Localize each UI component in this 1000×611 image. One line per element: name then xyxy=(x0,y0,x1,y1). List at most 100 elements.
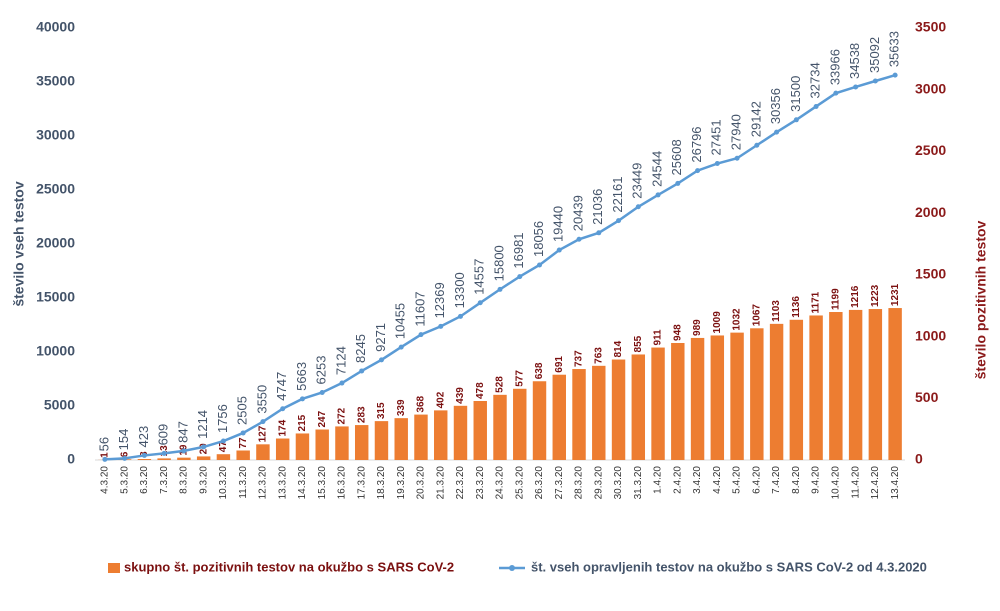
bar xyxy=(197,456,210,460)
line-point xyxy=(517,274,522,279)
bar-value-label: 577 xyxy=(514,370,525,387)
bar xyxy=(474,401,487,460)
y-tick-label: 40000 xyxy=(36,19,75,35)
bar-value-label: 1231 xyxy=(890,283,901,306)
line-value-label: 15800 xyxy=(491,245,506,281)
x-tick-label: 28.3.20 xyxy=(574,466,585,500)
bar xyxy=(513,389,526,460)
bar xyxy=(355,425,368,460)
bar-value-label: 1136 xyxy=(791,296,802,318)
x-tick-label: 30.3.20 xyxy=(613,466,624,500)
line-point xyxy=(379,357,384,362)
bar xyxy=(632,354,645,460)
line-point xyxy=(399,345,404,350)
bar xyxy=(572,369,585,460)
line-point xyxy=(873,79,878,84)
x-tick-label: 6.3.20 xyxy=(139,466,150,494)
line-value-label: 5663 xyxy=(294,362,309,391)
x-tick-label: 31.3.20 xyxy=(633,466,644,500)
line-value-label: 35092 xyxy=(867,37,882,73)
bar-value-label: 1009 xyxy=(712,311,723,334)
line-value-label: 9271 xyxy=(373,323,388,352)
line-point xyxy=(735,156,740,161)
bar-value-label: 402 xyxy=(435,391,446,408)
line-point xyxy=(893,73,898,78)
bar xyxy=(730,333,743,460)
bar xyxy=(770,324,783,460)
bar xyxy=(750,328,763,460)
line-point xyxy=(458,314,463,319)
bar-value-label: 478 xyxy=(475,382,486,399)
line-value-label: 30356 xyxy=(768,88,783,124)
x-tick-label: 26.3.20 xyxy=(534,466,545,500)
x-tick-label: 4.3.20 xyxy=(100,466,111,494)
line-value-label: 19440 xyxy=(551,206,566,242)
line-point xyxy=(320,390,325,395)
bar-value-label: 1216 xyxy=(850,285,861,308)
bar xyxy=(711,335,724,460)
y2-tick-label: 0 xyxy=(915,451,923,467)
line-point xyxy=(636,204,641,209)
bar xyxy=(217,454,230,460)
y2-tick-label: 3000 xyxy=(915,80,946,96)
line-point xyxy=(794,117,799,122)
line-value-label: 21036 xyxy=(590,189,605,225)
x-tick-label: 10.4.20 xyxy=(830,466,841,500)
bar-value-label: 948 xyxy=(672,324,683,341)
line-point xyxy=(754,143,759,148)
bar xyxy=(454,406,467,460)
bar xyxy=(691,338,704,460)
bar xyxy=(790,320,803,460)
line-point xyxy=(122,456,127,461)
bar-value-label: 737 xyxy=(574,350,585,367)
bar xyxy=(829,312,842,460)
line-point xyxy=(201,444,206,449)
bar-value-label: 247 xyxy=(317,410,328,427)
bar xyxy=(869,309,882,460)
line-point xyxy=(675,181,680,186)
x-tick-label: 8.4.20 xyxy=(791,466,802,494)
bar xyxy=(395,418,408,460)
line-point xyxy=(833,91,838,96)
line-value-label: 6253 xyxy=(314,356,329,385)
bar xyxy=(414,415,427,460)
bar-value-label: 174 xyxy=(277,419,288,436)
line-point xyxy=(438,324,443,329)
legend-swatch xyxy=(509,565,515,571)
line-point xyxy=(142,453,147,458)
line-point xyxy=(498,287,503,292)
y2-tick-label: 2500 xyxy=(915,142,946,158)
bar xyxy=(533,381,546,460)
line-value-label: 35633 xyxy=(887,31,902,67)
bar-value-label: 215 xyxy=(297,414,308,431)
line-point xyxy=(162,451,167,456)
x-tick-label: 12.3.20 xyxy=(258,466,269,500)
x-tick-label: 7.4.20 xyxy=(771,466,782,494)
line-value-label: 22161 xyxy=(610,177,625,213)
x-tick-label: 29.3.20 xyxy=(593,466,604,500)
line-value-label: 34538 xyxy=(847,43,862,79)
bar-value-label: 638 xyxy=(534,362,545,379)
line-value-label: 3550 xyxy=(254,385,269,414)
bar xyxy=(888,308,901,460)
line-point xyxy=(577,237,582,242)
line-value-label: 29142 xyxy=(748,101,763,137)
line-point xyxy=(814,104,819,109)
x-tick-label: 8.3.20 xyxy=(179,466,190,494)
y2-tick-label: 1000 xyxy=(915,327,946,343)
line-point xyxy=(102,457,107,462)
bar-value-label: 1103 xyxy=(771,300,782,322)
x-tick-label: 24.3.20 xyxy=(495,466,506,500)
bar-value-label: 528 xyxy=(495,376,506,393)
bar xyxy=(553,375,566,460)
bar-value-label: 439 xyxy=(455,387,466,404)
y2-tick-label: 3500 xyxy=(915,19,946,35)
line-value-label: 7124 xyxy=(333,346,348,375)
bar xyxy=(612,360,625,460)
bar-value-label: 315 xyxy=(376,402,387,419)
line-value-label: 32734 xyxy=(808,62,823,98)
x-tick-label: 11.3.20 xyxy=(238,466,249,499)
line-point xyxy=(339,381,344,386)
bar xyxy=(651,348,664,460)
